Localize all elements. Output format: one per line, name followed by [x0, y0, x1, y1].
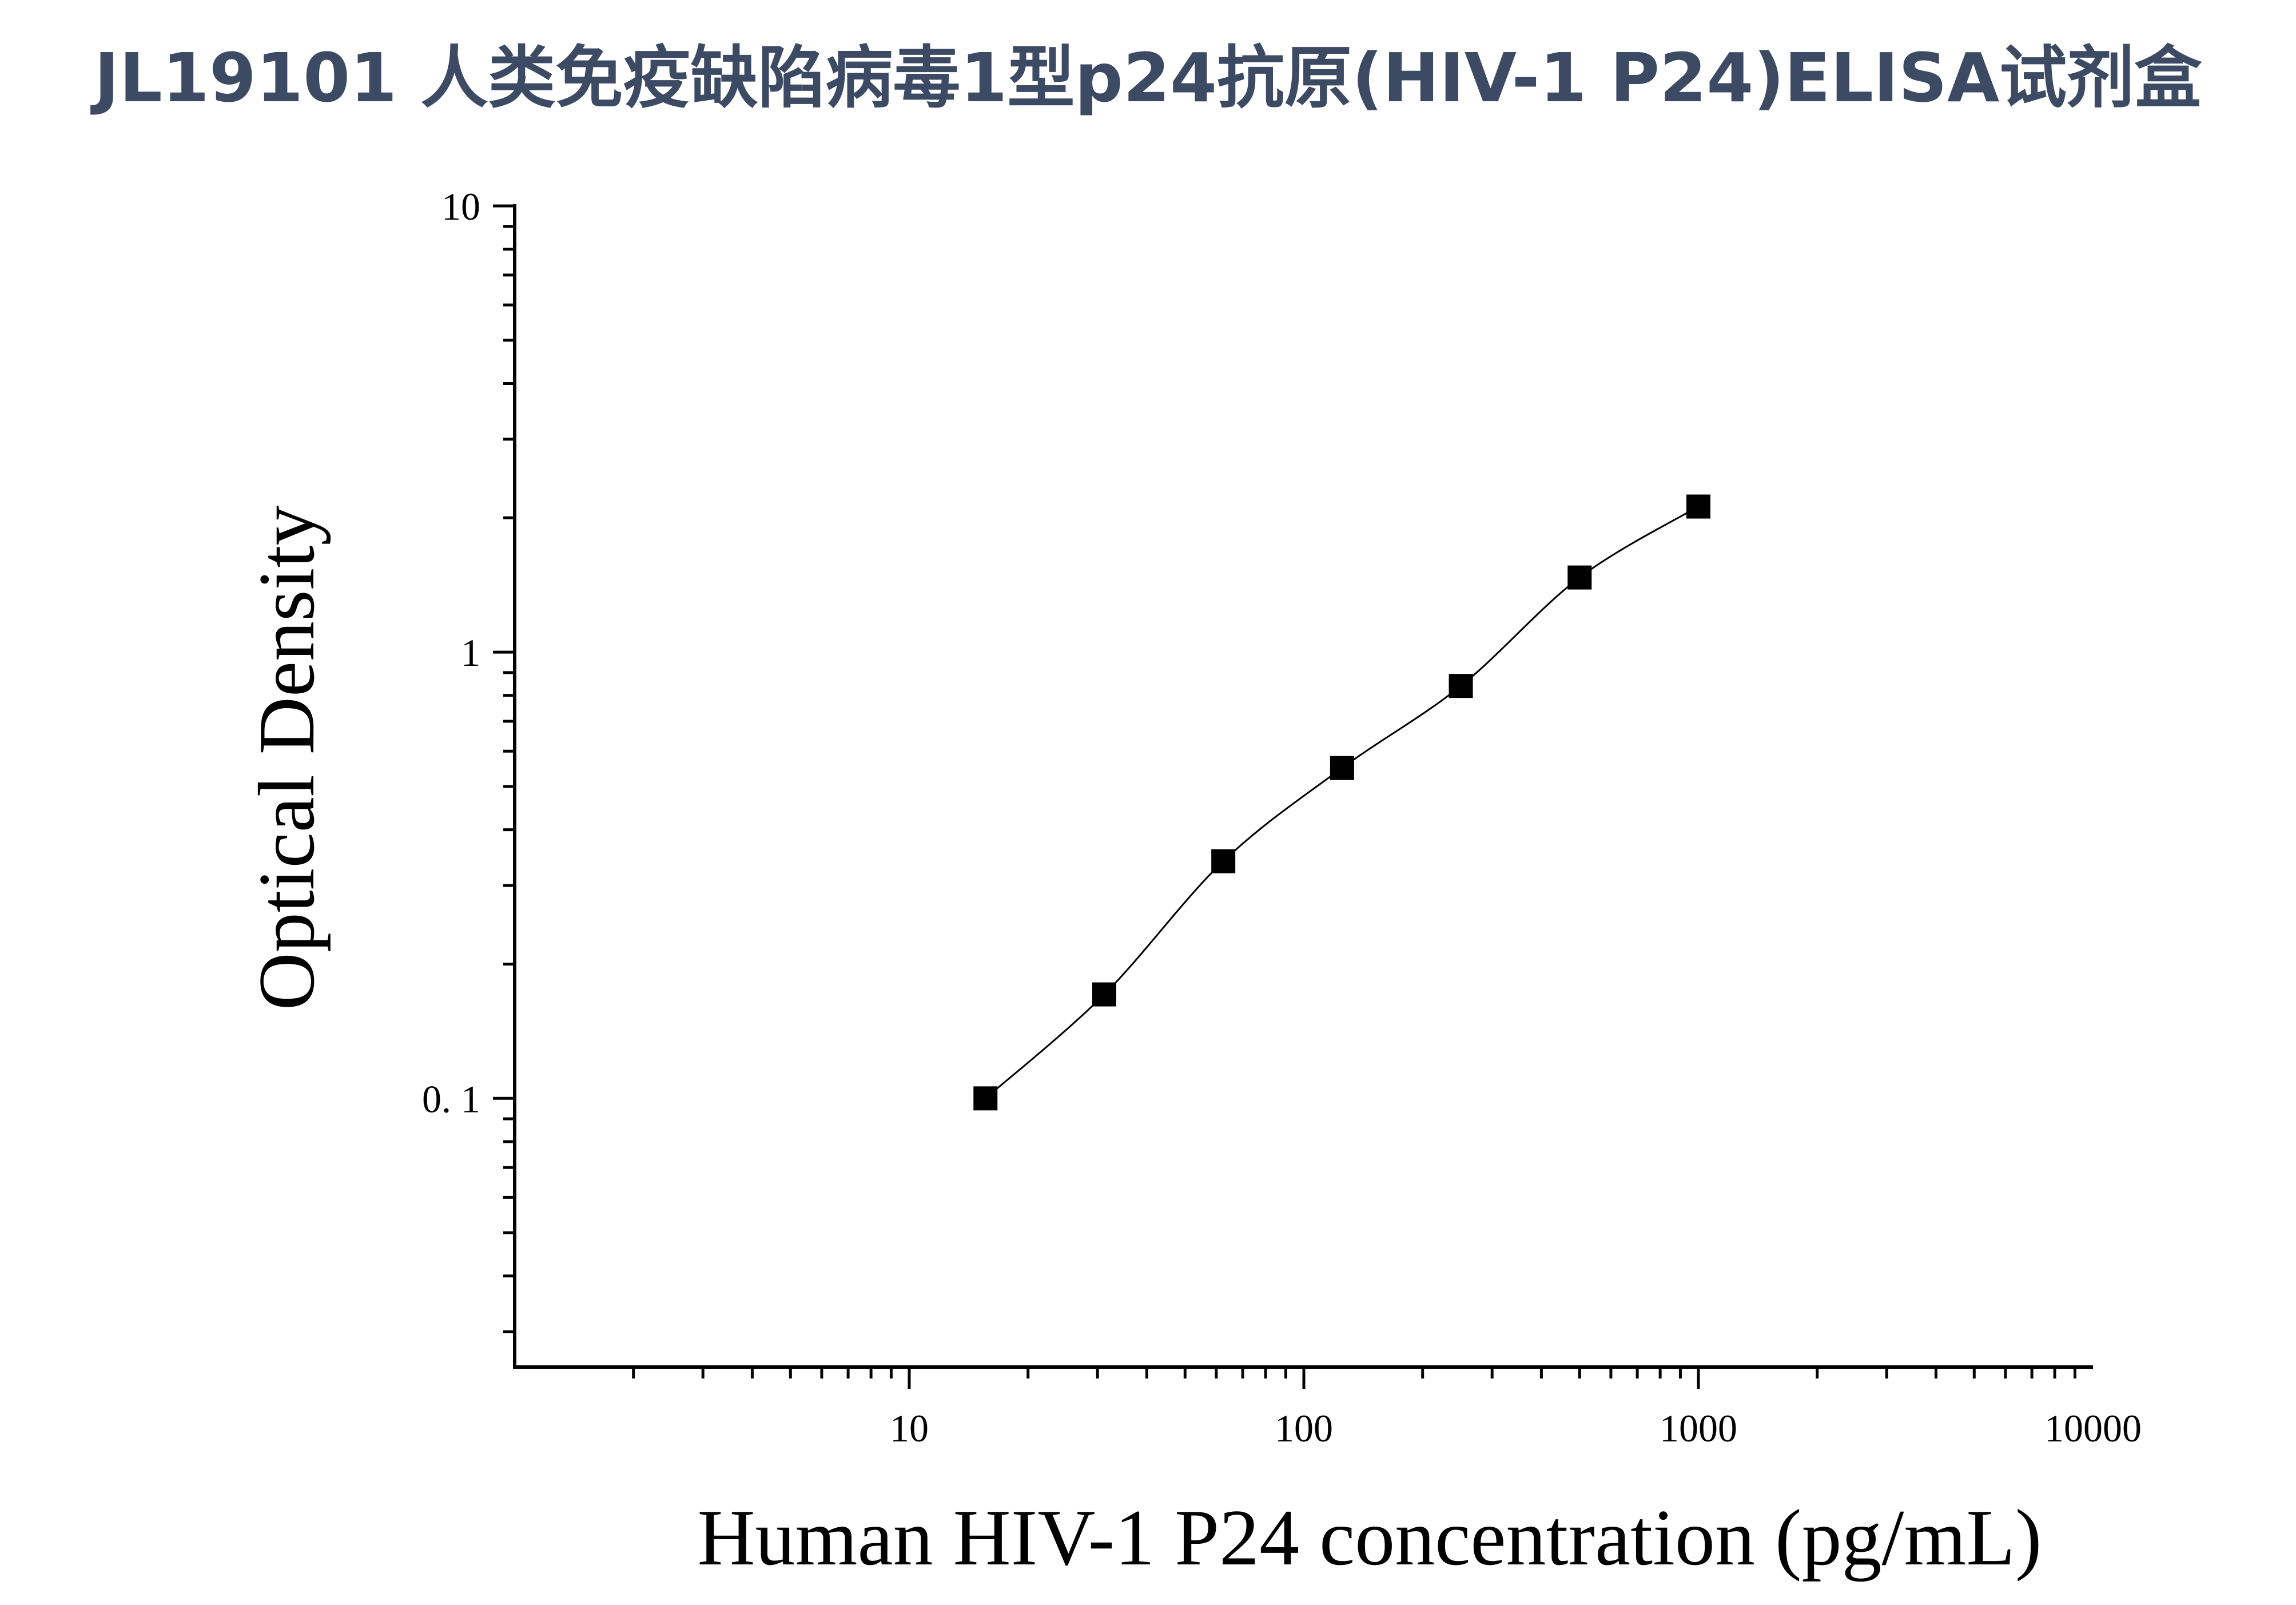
data-point: [973, 1086, 998, 1111]
chart-title: JL19101 人类免疫缺陷病毒1型p24抗原(HIV-1 P24)ELISA试…: [94, 38, 2202, 117]
y-axis-label: Optical Density: [242, 506, 331, 1011]
y-tick-label: 0. 1: [422, 1077, 480, 1121]
data-point: [1449, 674, 1473, 698]
data-point: [1686, 494, 1710, 519]
tick-labels: 10 100 1000 10000 0. 1 1 10: [422, 185, 2142, 1450]
fit-curve-group: [985, 506, 1699, 1099]
x-tick-label: 100: [1275, 1407, 1333, 1450]
data-point: [1211, 849, 1236, 873]
data-points: [973, 494, 1710, 1111]
axes: [493, 204, 2093, 1389]
data-point: [1567, 565, 1592, 590]
fit-curve: [985, 506, 1699, 1099]
y-tick-label: 10: [441, 185, 480, 228]
data-point: [1330, 756, 1354, 780]
data-point: [1092, 982, 1116, 1007]
x-tick-label: 10: [890, 1407, 929, 1450]
x-tick-label: 10000: [2044, 1407, 2142, 1450]
x-axis-label: Human HIV-1 P24 concentration (pg/mL): [697, 1493, 2042, 1582]
y-tick-label: 1: [461, 631, 480, 674]
x-tick-label: 1000: [1660, 1407, 1737, 1450]
